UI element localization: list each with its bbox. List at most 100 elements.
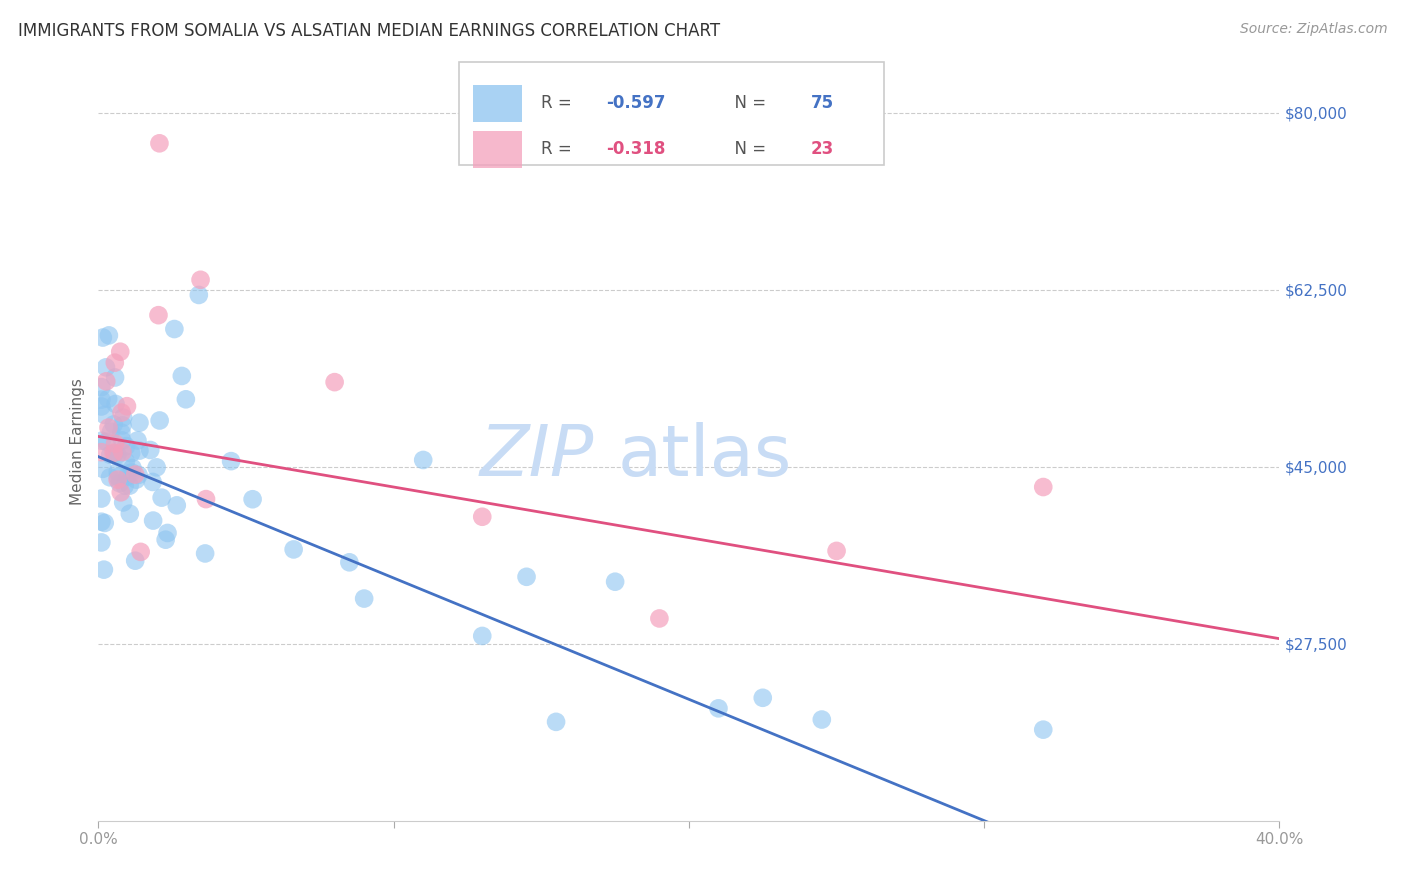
Point — [127, 434, 149, 448]
Point — [605, 574, 627, 589]
Point — [516, 570, 538, 584]
Point — [90, 491, 112, 506]
Point — [118, 507, 141, 521]
Point — [104, 356, 127, 370]
FancyBboxPatch shape — [472, 131, 523, 168]
Point — [107, 465, 129, 479]
Point — [128, 467, 150, 482]
Point — [150, 491, 173, 505]
Point — [90, 400, 112, 414]
Text: -0.318: -0.318 — [606, 140, 665, 159]
Point — [129, 545, 152, 559]
Point — [139, 442, 162, 457]
Point — [111, 418, 134, 433]
Point — [471, 509, 494, 524]
Point — [94, 360, 117, 375]
Point — [353, 591, 375, 606]
Point — [163, 322, 186, 336]
Point — [114, 478, 136, 492]
Point — [283, 542, 305, 557]
Point — [128, 443, 150, 458]
Point — [170, 368, 193, 383]
Point — [148, 308, 170, 322]
Point — [112, 495, 135, 509]
Y-axis label: Median Earnings: Median Earnings — [70, 378, 86, 505]
Point — [810, 713, 832, 727]
Point — [112, 410, 135, 425]
Text: 75: 75 — [811, 95, 834, 112]
Point — [103, 417, 125, 432]
Point — [97, 328, 120, 343]
Text: R =: R = — [541, 140, 578, 159]
Point — [707, 701, 730, 715]
Point — [97, 392, 120, 406]
Point — [648, 611, 671, 625]
Point — [104, 436, 127, 450]
Point — [471, 629, 494, 643]
Point — [97, 420, 120, 434]
Point — [93, 563, 115, 577]
Point — [90, 445, 112, 459]
Point — [115, 455, 138, 469]
Point — [91, 462, 114, 476]
Point — [90, 380, 112, 394]
Text: atlas: atlas — [619, 422, 793, 491]
Point — [174, 392, 197, 407]
Point — [105, 448, 128, 462]
Point — [118, 478, 141, 492]
Text: IMMIGRANTS FROM SOMALIA VS ALSATIAN MEDIAN EARNINGS CORRELATION CHART: IMMIGRANTS FROM SOMALIA VS ALSATIAN MEDI… — [18, 22, 720, 40]
Point — [108, 476, 131, 491]
Point — [194, 546, 217, 560]
Point — [104, 370, 127, 384]
Point — [110, 344, 132, 359]
Point — [103, 446, 125, 460]
Point — [104, 446, 127, 460]
Point — [110, 425, 132, 440]
Point — [546, 714, 568, 729]
Point — [111, 445, 134, 459]
Text: R =: R = — [541, 95, 578, 112]
Point — [90, 515, 112, 529]
Point — [111, 434, 134, 448]
Point — [124, 467, 146, 482]
Point — [242, 492, 264, 507]
Point — [98, 470, 121, 484]
Text: 23: 23 — [811, 140, 834, 159]
Point — [195, 492, 218, 507]
Point — [93, 408, 115, 422]
Point — [752, 690, 775, 705]
Text: N =: N = — [724, 140, 772, 159]
Point — [339, 555, 361, 569]
Point — [107, 469, 129, 483]
Text: ZIP: ZIP — [479, 422, 595, 491]
Point — [124, 554, 146, 568]
Point — [1032, 723, 1054, 737]
FancyBboxPatch shape — [472, 85, 523, 121]
Text: Source: ZipAtlas.com: Source: ZipAtlas.com — [1240, 22, 1388, 37]
Point — [187, 288, 209, 302]
Point — [90, 392, 112, 407]
Point — [1032, 480, 1054, 494]
Point — [219, 454, 242, 468]
Point — [149, 413, 172, 427]
Point — [142, 475, 165, 489]
Point — [96, 434, 118, 449]
Point — [104, 397, 127, 411]
Point — [100, 425, 122, 439]
Text: -0.597: -0.597 — [606, 95, 666, 112]
Point — [156, 525, 179, 540]
Point — [96, 375, 118, 389]
FancyBboxPatch shape — [458, 62, 884, 165]
Point — [90, 434, 112, 448]
Point — [107, 473, 129, 487]
Point — [90, 535, 112, 549]
Point — [115, 439, 138, 453]
Point — [412, 453, 434, 467]
Point — [128, 416, 150, 430]
Point — [110, 485, 132, 500]
Point — [91, 330, 114, 344]
Legend: Immigrants from Somalia, Alsatians: Immigrants from Somalia, Alsatians — [482, 889, 896, 892]
Point — [142, 514, 165, 528]
Point — [323, 375, 346, 389]
Point — [190, 273, 212, 287]
